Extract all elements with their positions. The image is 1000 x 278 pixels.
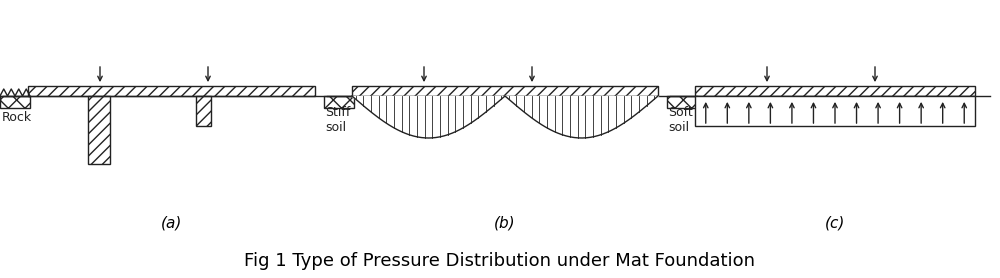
Text: Fig 1 Type of Pressure Distribution under Mat Foundation: Fig 1 Type of Pressure Distribution unde…	[244, 252, 756, 270]
Bar	[324, 96, 354, 108]
Text: Soft
soil: Soft soil	[668, 106, 693, 134]
Bar	[0, 96, 30, 108]
Text: (c): (c)	[825, 215, 845, 230]
Bar	[667, 96, 697, 108]
Bar	[352, 86, 658, 96]
Bar	[88, 96, 110, 164]
Text: (b): (b)	[494, 215, 516, 230]
Bar	[28, 86, 315, 96]
Text: Stiff
soil: Stiff soil	[325, 106, 350, 134]
Text: (a): (a)	[161, 215, 182, 230]
Bar	[695, 96, 975, 126]
Bar	[196, 96, 211, 126]
Bar	[695, 86, 975, 96]
Text: Rock: Rock	[2, 111, 32, 124]
